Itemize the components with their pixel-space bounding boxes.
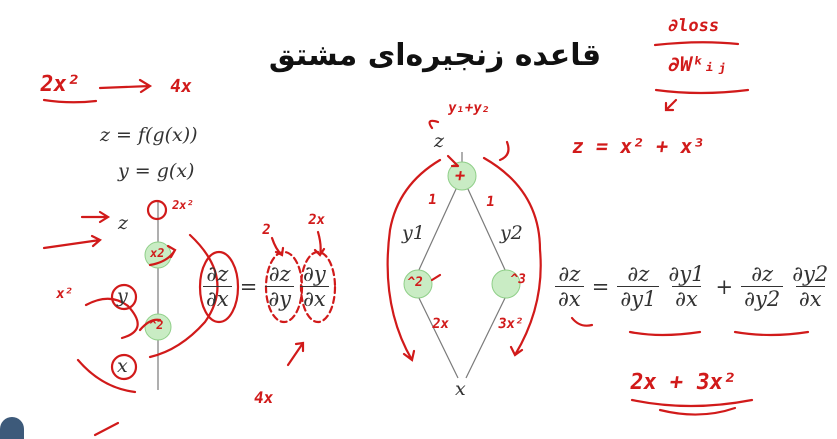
ink-frac-bar [653, 41, 740, 47]
channel-logo [0, 417, 24, 439]
frac-dy2-dx: ∂y2 ∂x [792, 262, 829, 311]
equation-inner: y = g(x) [118, 160, 195, 182]
ink-underline-result-2 [658, 406, 737, 416]
ink-arrow-a [42, 234, 102, 250]
note-dloss-num: ∂loss [666, 16, 721, 36]
center-node-x: x [455, 378, 466, 400]
left-node-x: x [117, 355, 128, 377]
note-dloss-den: ∂Wᵏᵢⱼ [666, 52, 730, 76]
ink-underline-t2 [733, 330, 810, 337]
ink-arrow-z-right [498, 140, 510, 162]
ink-arrow-2x [313, 230, 326, 257]
edge-plus-left [417, 175, 463, 273]
note-z-eq: z = x² + x³ [570, 134, 707, 158]
center-node-plus [447, 161, 477, 191]
note-2x2: 2x² [38, 72, 82, 97]
ink-loop-x [76, 358, 137, 394]
frac-dz-dx: ∂z ∂x [555, 262, 584, 311]
ink-arrow-2 [270, 236, 285, 257]
frac-lhs: ∂z ∂x [203, 262, 232, 311]
ink-circle-z [146, 199, 168, 221]
ink-circle-x [110, 353, 138, 381]
slide-title: قاعده زنجیره‌ای مشتق [268, 38, 602, 73]
ink-path-right [482, 156, 542, 357]
ink-curl-z [428, 119, 440, 130]
ink-arrow-plus [446, 154, 460, 168]
ink-arrow-dloss [664, 98, 678, 112]
note-2x-edge: 2x [430, 316, 450, 332]
ink-loop-y [84, 297, 139, 340]
center-node-sq [403, 269, 433, 299]
ink-underline-lhs [570, 316, 594, 327]
note-3x2-edge: 3x² [496, 316, 525, 332]
edge-left-x [417, 295, 459, 379]
center-op-sq: ^2 [405, 275, 424, 290]
ink-circle-y [110, 283, 138, 311]
note-z-2x2: 2x² [171, 198, 195, 212]
chain-rule-multi: ∂z ∂x = ∂z ∂y1 ∂y1 ∂x + ∂z ∂y2 ∂y2 ∂x [552, 262, 834, 311]
chain-rule-simple: ∂z ∂x = ∂z ∂y ∂y ∂x [200, 262, 332, 311]
left-op-lower: ^2 [148, 318, 165, 332]
equation-composition: z = f(g(x)) [100, 124, 198, 146]
center-node-cube [491, 269, 521, 299]
ink-strokes [42, 41, 810, 437]
center-node-z: z [434, 130, 445, 152]
frac-dy1-dx: ∂y1 ∂x [668, 262, 705, 311]
ink-arrow-upper-node [148, 244, 177, 267]
note-x2: x² [54, 286, 74, 302]
ink-loop-right [148, 233, 219, 359]
ink-underline-2x2 [42, 98, 98, 104]
note-y1-plus-y2: y₁+y₂ [446, 100, 492, 116]
frac-dz-dy2: ∂z ∂y2 [741, 262, 784, 311]
ink-arrow-4x [286, 341, 305, 367]
left-node-z: z [118, 212, 129, 234]
edge-plus-right [461, 175, 507, 273]
note-4x-bottom: 4x [252, 388, 275, 407]
note-result: 2x + 3x² [628, 370, 738, 395]
frac-dz-dy: ∂z ∂y [265, 262, 295, 311]
ink-path-left [386, 158, 442, 362]
ink-arrow-z [80, 210, 111, 224]
edge-right-x [465, 295, 507, 379]
ink-arrow-top-left [98, 78, 153, 94]
center-op-cube: ^3 [508, 272, 527, 287]
center-label-y2: y2 [500, 222, 523, 244]
left-op-upper: x2 [149, 246, 166, 260]
center-label-y1: y1 [402, 222, 425, 244]
ink-underline-t1 [628, 330, 702, 337]
note-4x: 4x [168, 76, 194, 97]
note-2x: 2x [306, 212, 326, 228]
ink-arrow-bottom [93, 421, 120, 437]
frac-dy-dx: ∂y ∂x [300, 262, 329, 311]
ink-underline-dloss [654, 88, 750, 95]
ink-tick-sq [430, 273, 442, 282]
left-node-y: y [117, 285, 128, 307]
ink-circle-lhs [198, 250, 240, 324]
frac-dz-dy1: ∂z ∂y1 [617, 262, 660, 311]
ink-arrow-lower-node [138, 318, 162, 332]
ink-underline-result [630, 398, 754, 408]
